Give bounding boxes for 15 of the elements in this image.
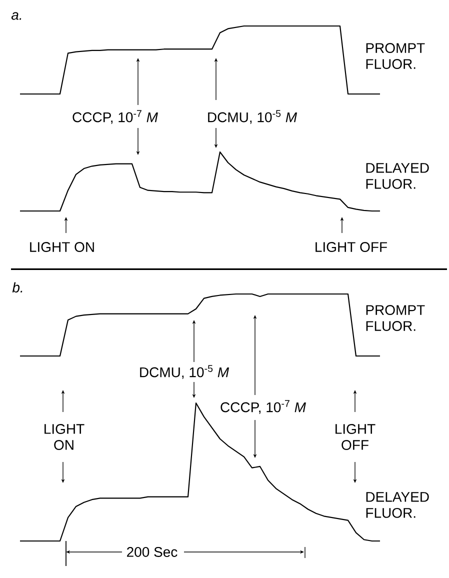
annotation: LIGHT ON (44, 424, 84, 450)
text: DCMU, 10$^{-5}$ M (140, 365, 230, 379)
annotation: CCCP, 10$^{-7}$ M (220, 400, 306, 414)
series-label: DELAYED FLUOR. (366, 163, 429, 189)
legend-label: DELAYED FLUOR. (366, 492, 429, 518)
text: LIGHT ON (30, 242, 94, 252)
annotation: LIGHT OFF (336, 424, 376, 450)
text: CCCP, 10$^{-7}$ M (72, 110, 158, 124)
text: a. (11, 12, 22, 20)
text: DCMU, 10$^{-5}$ M (208, 110, 298, 124)
text: LIGHT OFF (316, 242, 387, 252)
series-label: PROMPT FLUOR. (366, 43, 425, 69)
text: 200 Sec (127, 547, 178, 557)
chart-title: b. (12, 282, 22, 292)
series-label: PROMPT FLUOR. (366, 305, 425, 331)
